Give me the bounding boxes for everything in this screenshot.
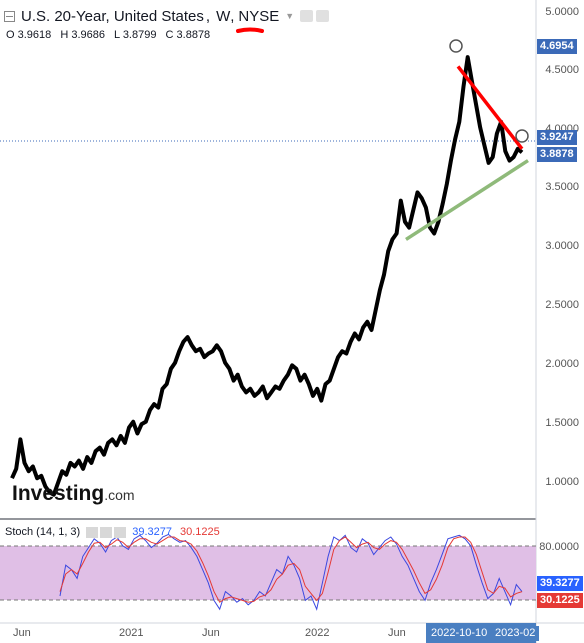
low-value: L 3.8799 <box>114 29 157 41</box>
price-line[interactable] <box>10 55 524 497</box>
stoch-k-value: 39.3277 <box>132 526 172 538</box>
time-highlight-end: 2023-02 <box>491 626 540 641</box>
investing-logo: Investing.com <box>12 482 135 506</box>
stoch-d-line[interactable] <box>59 536 523 603</box>
price-tick: 4.5000 <box>545 64 579 76</box>
stoch-legend: Stoch (14, 1, 3) 39.3277 30.1225 <box>5 526 220 538</box>
stoch-d-value: 30.1225 <box>179 526 220 538</box>
logo-suffix: .com <box>104 487 135 503</box>
price-tick: 5.0000 <box>545 6 579 18</box>
price-tick: 1.0000 <box>545 476 579 488</box>
ohlc-values: O 3.9618 H 3.9686 L 3.8799 C 3.8878 <box>6 29 216 41</box>
price-tick: 1.5000 <box>545 417 579 429</box>
time-tick: 2022 <box>305 627 330 639</box>
stoch-tick: 80.0000 <box>539 541 579 553</box>
open-value: O 3.9618 <box>6 29 52 41</box>
time-tick: 2021 <box>119 627 144 639</box>
gear-icon[interactable] <box>100 526 113 538</box>
symbol-title[interactable]: U.S. 20-Year, United States <box>21 7 204 25</box>
eye-icon[interactable] <box>300 10 314 22</box>
chevron-down-icon[interactable]: ▼ <box>285 11 295 21</box>
price-tick: 2.5000 <box>545 299 579 311</box>
mid-price-badge: 3.9247 <box>537 130 577 145</box>
stoch-k-line[interactable] <box>59 533 523 611</box>
stoch-k-badge: 39.3277 <box>537 576 583 591</box>
last-price-badge: 3.8878 <box>537 147 577 162</box>
price-tick: 2.0000 <box>545 358 579 370</box>
exchange-label[interactable]: NYSE <box>238 7 280 25</box>
high-price-badge: 4.6954 <box>537 39 577 54</box>
trendline-handle-end[interactable] <box>515 129 529 143</box>
resistance-trendline[interactable] <box>456 65 524 150</box>
interval-label[interactable]: W <box>216 7 231 25</box>
eye-icon[interactable] <box>86 526 99 538</box>
gear-icon[interactable] <box>316 10 330 22</box>
close-value: C 3.8878 <box>165 29 211 41</box>
time-tick: Jun <box>388 627 406 639</box>
interval-highlight-mark <box>236 27 264 33</box>
time-tick: Jun <box>13 627 31 639</box>
stoch-label[interactable]: Stoch (14, 1, 3) <box>5 526 81 538</box>
support-trendline[interactable] <box>405 159 529 241</box>
high-value: H 3.9686 <box>60 29 105 41</box>
stoch-band <box>0 546 536 600</box>
price-tick: 3.0000 <box>545 240 579 252</box>
time-highlight-start: 2022-10-10 <box>427 626 492 641</box>
chart-header: U.S. 20-Year, United States , W , NYSE ▼ <box>4 6 330 26</box>
trendline-handle-top[interactable] <box>449 39 463 53</box>
close-icon[interactable] <box>114 526 127 538</box>
logo-text: Investing <box>12 482 105 505</box>
collapse-icon[interactable] <box>4 10 15 22</box>
time-tick: Jun <box>202 627 220 639</box>
price-tick: 3.5000 <box>545 181 579 193</box>
stoch-d-badge: 30.1225 <box>537 593 583 608</box>
